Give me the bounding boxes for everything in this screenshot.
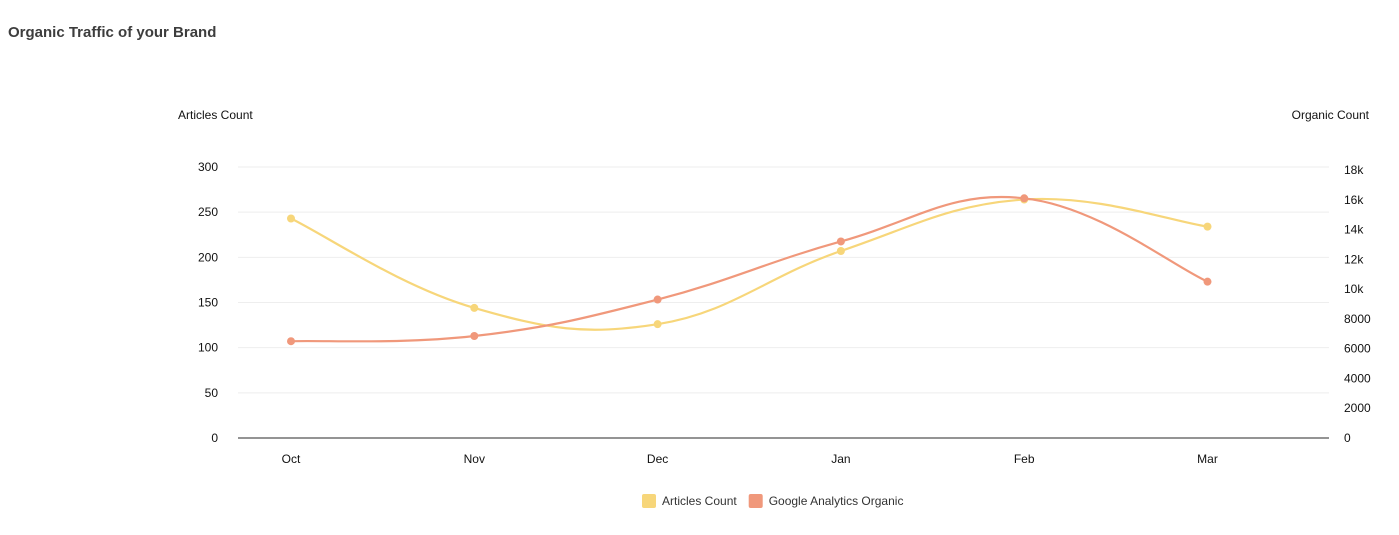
chart-title: Organic Traffic of your Brand [8,24,217,41]
legend: Articles Count Google Analytics Organic [642,494,903,508]
right-axis-ticks: 0 2000 4000 6000 8000 10k 12k 14k 16k 18k [1344,163,1371,445]
left-tick-label: 100 [198,341,218,355]
right-tick-label: 16k [1344,193,1364,207]
legend-swatch[interactable] [642,494,656,508]
x-tick-label: Oct [282,452,301,466]
data-point[interactable] [836,247,845,256]
x-tick-label: Mar [1197,452,1218,466]
data-point[interactable] [836,237,845,246]
x-tick-label: Jan [831,452,850,466]
left-axis-ticks: 0 50 100 150 200 250 300 [198,160,218,445]
left-tick-label: 150 [198,296,218,310]
x-tick-label: Feb [1014,452,1035,466]
right-tick-label: 14k [1344,223,1364,237]
right-tick-label: 18k [1344,163,1364,177]
series-line-1 [290,195,1208,343]
legend-label[interactable]: Articles Count [662,494,737,508]
right-tick-label: 12k [1344,252,1364,266]
left-axis-title: Articles Count [178,108,253,122]
right-tick-label: 2000 [1344,401,1371,415]
right-tick-label: 0 [1344,431,1351,445]
series-group [287,194,1212,346]
data-point[interactable] [653,320,662,329]
legend-swatch[interactable] [748,494,763,508]
right-tick-label: 8000 [1344,312,1371,326]
data-point[interactable] [1203,222,1212,231]
right-tick-label: 6000 [1344,342,1371,356]
x-tick-label: Nov [464,452,485,466]
x-axis-ticks: Oct Nov Dec Jan Feb Mar [282,452,1218,466]
data-point[interactable] [470,303,479,312]
right-tick-label: 10k [1344,282,1364,296]
left-tick-label: 300 [198,160,218,174]
series-line-0 [290,197,1208,331]
left-tick-label: 250 [198,205,218,219]
left-tick-label: 50 [205,386,219,400]
data-point[interactable] [653,295,662,304]
data-point[interactable] [1203,277,1212,286]
right-tick-label: 4000 [1344,371,1371,385]
data-point[interactable] [287,337,295,346]
data-point[interactable] [287,214,295,223]
left-tick-label: 0 [211,431,218,445]
data-point[interactable] [1020,194,1029,203]
x-tick-label: Dec [647,452,668,466]
left-tick-label: 200 [198,250,218,264]
data-point[interactable] [470,332,479,341]
right-axis-title: Organic Count [1292,108,1370,122]
legend-label[interactable]: Google Analytics Organic [769,494,904,508]
